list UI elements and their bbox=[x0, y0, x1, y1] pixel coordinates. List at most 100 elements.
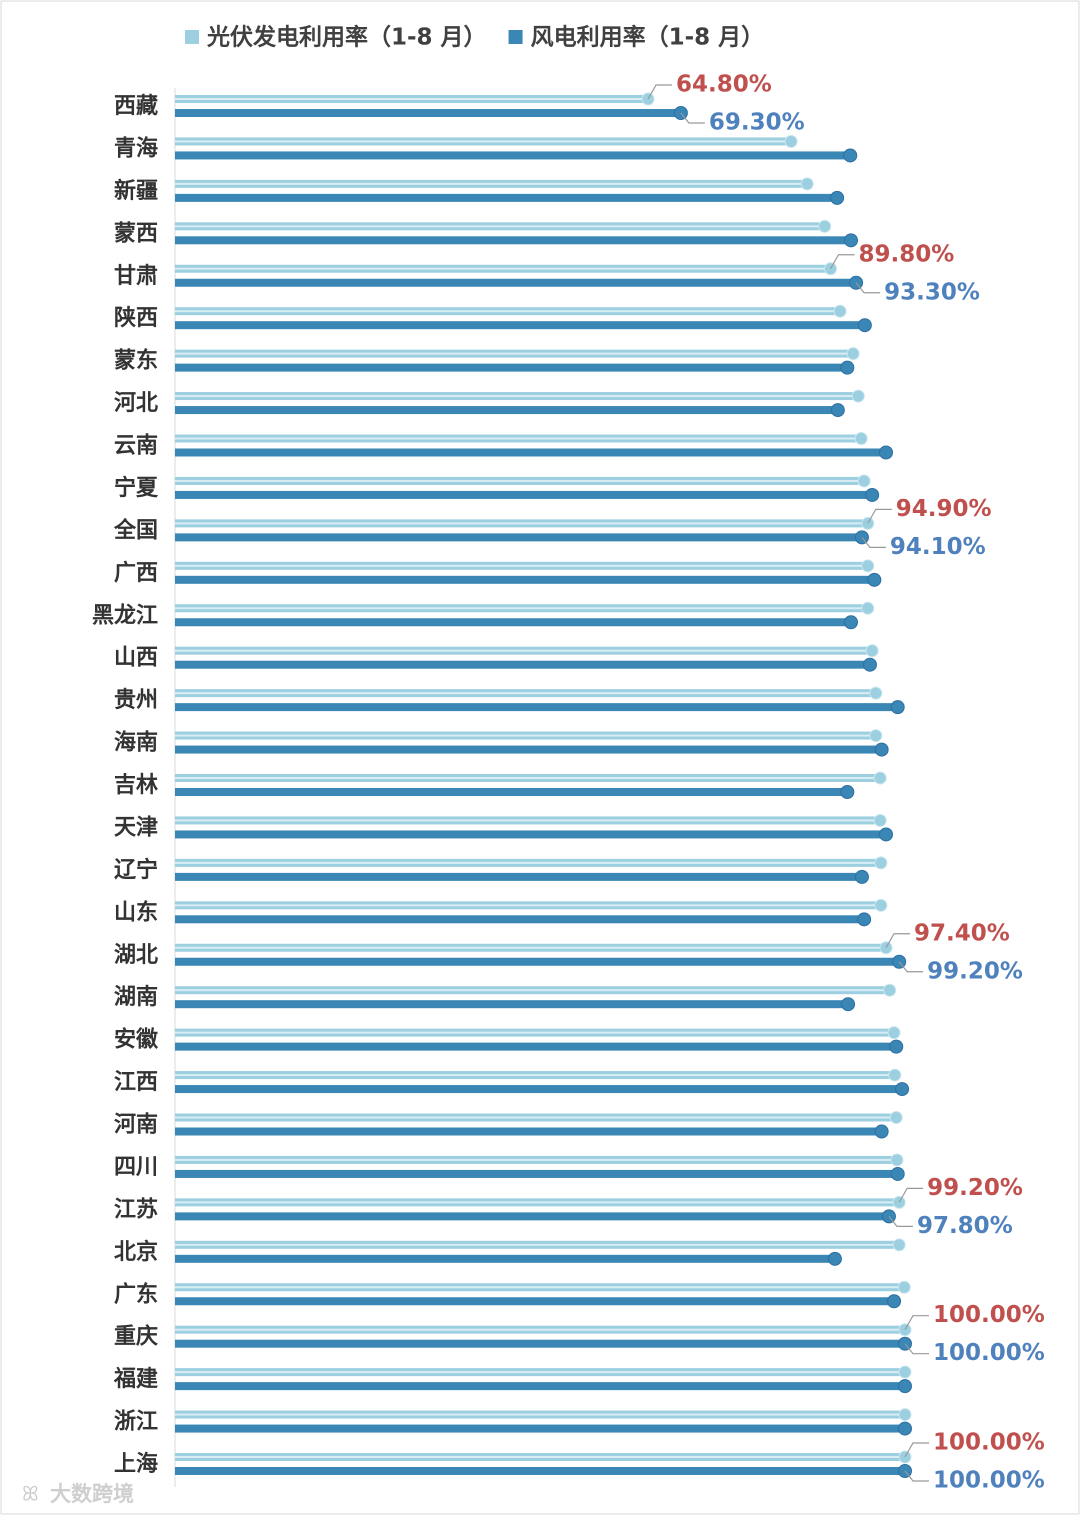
bar bbox=[175, 278, 857, 287]
bar-highlight bbox=[175, 1031, 895, 1034]
bar bbox=[175, 1382, 905, 1391]
bar-dot bbox=[784, 134, 798, 148]
y-tick-label: 江西 bbox=[114, 1070, 158, 1095]
y-tick-label: 山东 bbox=[114, 899, 158, 925]
bar-highlight bbox=[175, 352, 854, 355]
watermark: 大数跨境 bbox=[50, 1482, 134, 1506]
bar-dot bbox=[890, 1166, 905, 1181]
bar-highlight bbox=[175, 819, 881, 822]
y-tick-label: 浙江 bbox=[114, 1410, 158, 1435]
y-tick-label: 安徽 bbox=[114, 1027, 159, 1053]
bar bbox=[175, 1339, 905, 1348]
leader-line bbox=[888, 1216, 913, 1227]
bar-highlight bbox=[175, 1158, 897, 1161]
y-tick-label: 江苏 bbox=[114, 1196, 158, 1222]
bar-highlight bbox=[175, 1074, 895, 1077]
y-tick-label: 陕西 bbox=[114, 306, 158, 331]
data-label: 69.30% bbox=[709, 110, 805, 136]
bar-dot bbox=[874, 856, 888, 870]
bar-dot bbox=[867, 572, 882, 587]
bar-dot bbox=[873, 813, 887, 827]
bar bbox=[175, 236, 851, 245]
bar bbox=[175, 915, 865, 924]
bar-dot bbox=[890, 700, 905, 715]
y-tick-label: 上海 bbox=[114, 1451, 158, 1477]
leader-line bbox=[904, 1315, 929, 1330]
bar-dot bbox=[889, 1111, 903, 1124]
y-tick-label: 宁夏 bbox=[114, 475, 159, 501]
bar bbox=[175, 1297, 895, 1306]
y-tick-label: 西藏 bbox=[114, 94, 158, 119]
bar-highlight bbox=[175, 225, 825, 228]
bar-dot bbox=[843, 233, 858, 248]
legend-label: 风电利用率（1-8 月） bbox=[531, 24, 765, 51]
y-tick-label: 黑龙江 bbox=[92, 603, 158, 628]
bar bbox=[175, 660, 870, 669]
bar bbox=[175, 957, 900, 966]
bar-dot bbox=[888, 1068, 902, 1082]
data-label: 89.80% bbox=[859, 241, 955, 267]
leader-line bbox=[898, 961, 924, 973]
leader-line bbox=[855, 282, 881, 294]
bar bbox=[175, 109, 681, 117]
y-tick-label: 甘肃 bbox=[114, 263, 158, 289]
bar-dot bbox=[862, 657, 877, 672]
bar bbox=[175, 1212, 889, 1221]
bar-highlight bbox=[175, 98, 649, 100]
bar-highlight bbox=[175, 692, 876, 695]
data-label: 97.80% bbox=[917, 1213, 1013, 1239]
bar bbox=[175, 872, 862, 881]
bar bbox=[175, 830, 887, 839]
bar bbox=[175, 448, 887, 457]
data-label: 100.00% bbox=[933, 1430, 1045, 1456]
bar-dot bbox=[898, 1379, 912, 1394]
bar-dot bbox=[830, 190, 845, 205]
bar-highlight bbox=[175, 1328, 905, 1331]
bar-dot bbox=[879, 827, 894, 842]
data-label: 100.00% bbox=[933, 1340, 1045, 1366]
y-tick-label: 新疆 bbox=[114, 178, 158, 204]
bar-dot bbox=[800, 177, 814, 191]
bar bbox=[175, 1169, 898, 1178]
leader-line bbox=[830, 254, 855, 270]
bar-highlight bbox=[175, 479, 865, 482]
bar-highlight bbox=[175, 649, 873, 652]
bar bbox=[175, 490, 873, 499]
leader-line bbox=[647, 84, 673, 100]
y-tick-label: 广东 bbox=[114, 1281, 158, 1307]
bar-dot bbox=[861, 601, 875, 615]
y-tick-label: 蒙东 bbox=[114, 348, 158, 374]
data-label: 94.90% bbox=[896, 496, 992, 522]
bar-highlight bbox=[175, 904, 881, 907]
y-tick-label: 云南 bbox=[114, 434, 158, 459]
bar-dot bbox=[874, 1124, 889, 1139]
leader-line bbox=[904, 1343, 929, 1355]
bar-dot bbox=[874, 742, 889, 757]
bar bbox=[175, 703, 898, 712]
y-tick-label: 河北 bbox=[114, 391, 158, 416]
bar-dot bbox=[854, 432, 868, 445]
bar-highlight bbox=[175, 946, 887, 949]
y-tick-label: 广西 bbox=[114, 560, 158, 586]
data-label: 94.10% bbox=[890, 534, 986, 560]
bar-highlight bbox=[175, 267, 831, 270]
y-tick-label: 海南 bbox=[114, 730, 158, 756]
bar bbox=[175, 1085, 903, 1094]
bar-dot bbox=[827, 1251, 842, 1266]
bar-dot bbox=[843, 615, 858, 630]
bar-highlight bbox=[175, 989, 890, 992]
data-label: 64.80% bbox=[676, 72, 772, 98]
bar-highlight bbox=[175, 1456, 905, 1458]
bar bbox=[175, 363, 848, 372]
bar-highlight bbox=[175, 607, 868, 610]
bar-dot bbox=[840, 360, 855, 375]
y-tick-label: 重庆 bbox=[114, 1324, 158, 1350]
bar-highlight bbox=[175, 1243, 900, 1246]
bar-highlight bbox=[175, 777, 881, 779]
bar-dot bbox=[840, 785, 855, 799]
bar bbox=[175, 1467, 905, 1475]
bar-highlight bbox=[175, 1286, 905, 1289]
leader-line bbox=[861, 537, 886, 548]
bar bbox=[175, 575, 875, 584]
bar bbox=[175, 1127, 882, 1136]
